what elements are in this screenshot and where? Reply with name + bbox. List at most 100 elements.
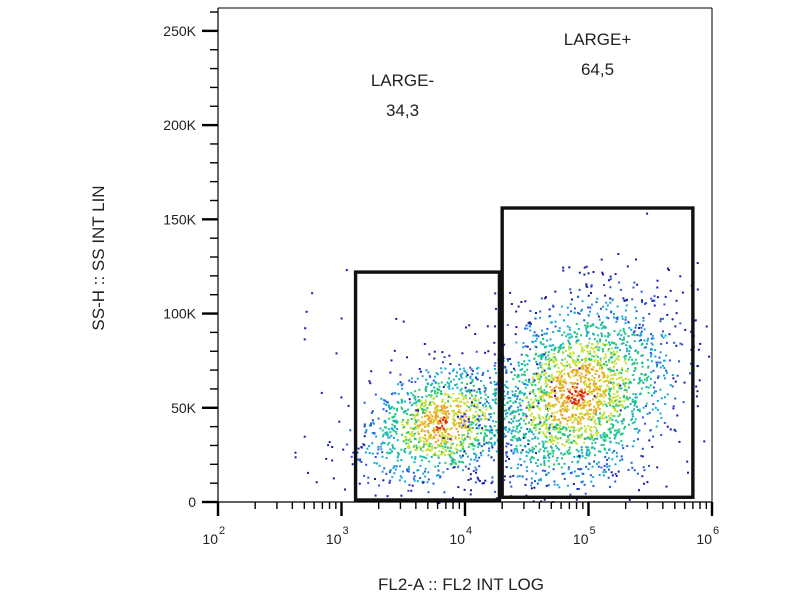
event-dot (554, 394, 556, 397)
event-dot (569, 333, 572, 336)
event-dot (578, 393, 581, 396)
event-dot (471, 394, 473, 397)
event-dot (541, 440, 544, 443)
event-dot (611, 451, 614, 454)
event-dot (548, 426, 551, 429)
event-dot (585, 428, 588, 431)
event-dot (465, 375, 468, 378)
event-dot (593, 405, 596, 408)
event-dot (426, 444, 429, 447)
event-dot (471, 427, 474, 429)
event-dot (581, 401, 584, 404)
event-dot (547, 409, 549, 412)
event-dot (516, 395, 519, 398)
event-dot (600, 444, 603, 446)
event-dot (425, 369, 428, 372)
event-dot (646, 481, 649, 484)
event-dot (585, 356, 588, 359)
event-dot (459, 389, 462, 392)
event-dot (595, 400, 598, 403)
event-dot (509, 481, 512, 484)
event-dot (480, 380, 483, 382)
event-dot (659, 388, 662, 391)
event-dot (389, 479, 392, 482)
event-dot (442, 386, 445, 388)
event-dot (439, 419, 442, 422)
event-dot (578, 288, 581, 291)
event-dot (609, 286, 612, 289)
event-dot (428, 460, 430, 463)
event-dot (575, 369, 578, 372)
event-dot (659, 320, 662, 323)
event-dot (669, 428, 672, 431)
event-dot (515, 310, 518, 313)
event-dot (532, 406, 535, 409)
event-dot (478, 480, 481, 482)
event-dot (379, 445, 382, 448)
event-dot (553, 356, 556, 358)
event-dot (585, 452, 588, 454)
event-dot (663, 303, 666, 306)
event-dot (428, 419, 431, 422)
event-dot (575, 341, 578, 344)
event-dot (586, 322, 589, 325)
event-dot (545, 427, 548, 430)
event-dot (451, 462, 454, 465)
event-dot (536, 482, 539, 485)
event-dot (650, 337, 653, 340)
event-dot (535, 372, 538, 375)
event-dot (559, 381, 562, 384)
event-dot (664, 377, 666, 380)
event-dot (647, 365, 650, 368)
event-dot (588, 379, 591, 382)
event-dot (363, 444, 366, 447)
event-dot (588, 387, 591, 390)
event-dot (409, 414, 412, 417)
event-dot (599, 395, 601, 398)
event-dot (674, 430, 677, 433)
event-dot (646, 339, 649, 342)
event-dot (547, 375, 550, 378)
event-dot (580, 365, 583, 368)
event-dot (614, 396, 617, 398)
event-dot (578, 367, 581, 370)
event-dot (611, 426, 614, 429)
event-dot (529, 414, 532, 417)
event-dot (626, 265, 629, 268)
event-dot (608, 279, 610, 282)
event-dot (561, 363, 564, 366)
event-dot (511, 394, 514, 396)
event-dot (603, 363, 605, 365)
event-dot (608, 333, 611, 336)
event-dot (619, 413, 621, 416)
event-dot (378, 484, 380, 487)
event-dot (594, 407, 597, 410)
event-dot (534, 345, 537, 348)
event-dot (436, 391, 439, 394)
event-dot (607, 428, 610, 431)
event-dot (569, 388, 572, 391)
event-dot (664, 334, 667, 337)
event-dot (601, 367, 604, 370)
event-dot (593, 460, 595, 463)
event-dot (483, 482, 485, 485)
event-dot (558, 373, 561, 376)
event-dot (552, 428, 555, 431)
event-dot (541, 399, 543, 402)
event-dot (637, 431, 640, 434)
event-dot (552, 344, 555, 347)
event-dot (593, 382, 595, 385)
event-dot (349, 429, 352, 432)
event-dot (587, 385, 590, 388)
gate-rect[interactable] (353, 270, 502, 502)
event-dot (569, 291, 572, 294)
gate-rect[interactable] (500, 206, 695, 499)
event-dot (529, 450, 532, 453)
event-dot (459, 454, 462, 457)
event-dot (555, 424, 558, 426)
event-dot (435, 395, 438, 398)
event-dot (441, 440, 444, 443)
event-dot (504, 435, 507, 438)
event-dot (396, 428, 399, 430)
event-dot (601, 348, 604, 351)
